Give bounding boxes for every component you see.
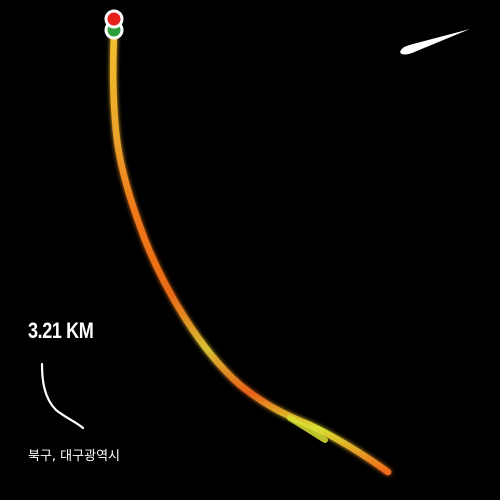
route-shape-icon — [40, 362, 85, 430]
nike-swoosh-icon — [400, 29, 470, 55]
end-marker — [104, 9, 124, 29]
route-highlight-segment — [287, 415, 328, 443]
route-path — [109, 28, 392, 476]
distance-value: 3.21 KM — [28, 318, 94, 343]
location-label: 북구, 대구광역시 — [28, 449, 120, 464]
